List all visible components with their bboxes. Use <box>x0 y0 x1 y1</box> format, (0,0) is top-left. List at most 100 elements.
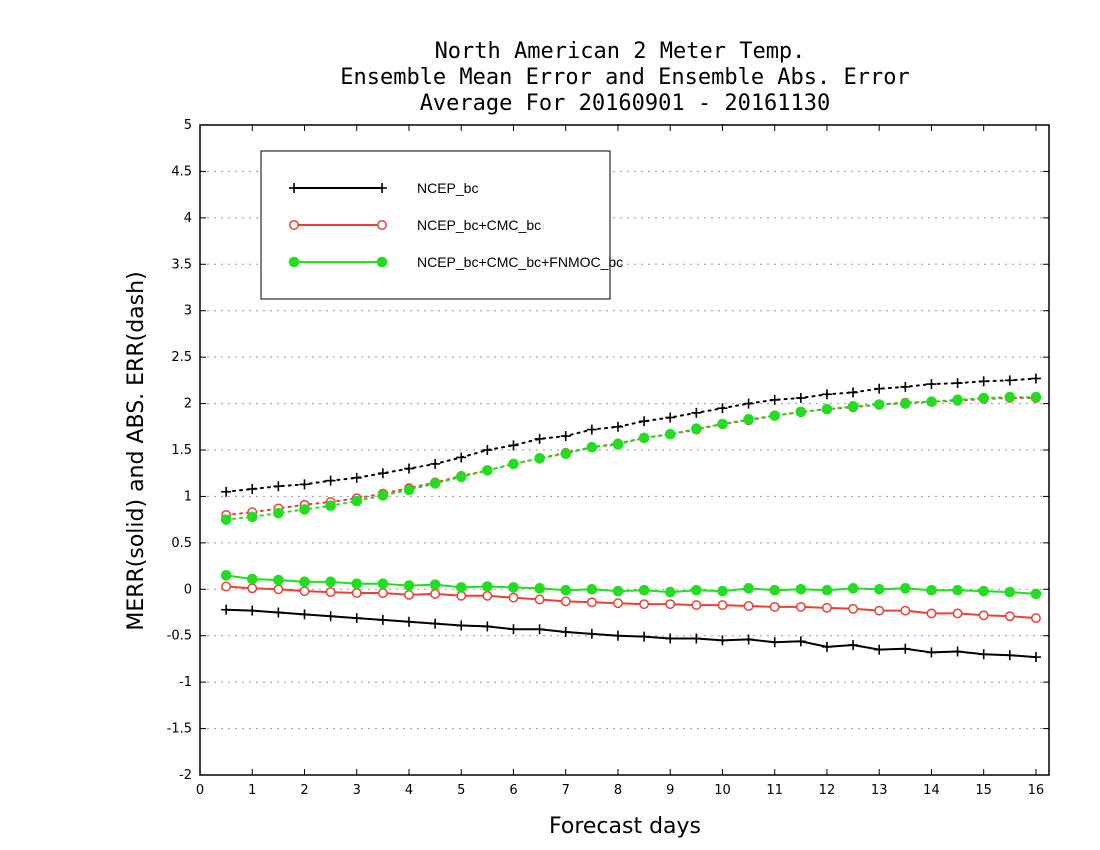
series-0-abs-point-15 <box>612 421 623 432</box>
series-2-abs-point-18 <box>691 423 702 434</box>
series-1-merr-point-26 <box>900 605 911 616</box>
series-2-abs-point-29 <box>978 392 989 404</box>
series-2-abs-point-17 <box>664 428 676 440</box>
x-tick-label-7: 7 <box>562 783 570 798</box>
series-1-merr-point-24 <box>848 603 859 614</box>
series-2-merr-point-0 <box>220 570 232 581</box>
series-1-merr-point-16 <box>639 599 650 610</box>
chart-title: North American 2 Meter Temp. Ensemble Me… <box>340 39 910 116</box>
legend-label-2: NCEP_bc+CMC_bc+FNMOC_bc <box>417 254 623 270</box>
series-2-abs-line <box>225 396 1037 521</box>
series-2-abs-point-7 <box>403 484 415 496</box>
series-2-abs-point-24 <box>847 401 859 412</box>
series-1-merr-point-5 <box>351 588 362 598</box>
series-0-abs-point-8 <box>430 458 441 469</box>
series-1-merr-point-7 <box>404 589 414 600</box>
series-0-abs-point-21 <box>769 394 780 405</box>
series-1-merr-point-6 <box>377 588 388 598</box>
series-2-abs-point-12 <box>534 453 545 464</box>
series-1-merr-point-15 <box>613 598 623 609</box>
series-2-merr-point-5 <box>351 578 363 590</box>
y-tick-label-11: 3.5 <box>171 257 192 272</box>
y-tick-label-7: 1.5 <box>171 443 192 458</box>
series-0-merr-point-21 <box>769 637 780 648</box>
series-0-abs-point-19 <box>717 403 728 414</box>
series-0-merr-point-18 <box>691 633 702 644</box>
series-2-merr-point-8 <box>429 579 441 590</box>
series-1-merr-point-30 <box>1004 611 1015 622</box>
series-1-merr-point-8 <box>430 588 441 599</box>
y-tick-label-12: 4 <box>184 211 192 226</box>
series-0-merr-point-24 <box>848 640 859 650</box>
series-1-merr-point-21 <box>769 601 780 612</box>
series-2-abs-point-4 <box>325 500 336 512</box>
series-1-merr-point-27 <box>926 608 937 619</box>
title-line-1: North American 2 Meter Temp. <box>435 39 806 64</box>
x-tick-label-15: 15 <box>975 783 992 798</box>
series-2-merr-point-2 <box>273 574 284 586</box>
y-tick-label-1: -1.5 <box>167 722 192 737</box>
series-1-merr-point-9 <box>456 590 467 601</box>
y-tick-label-5: 0.5 <box>171 536 192 551</box>
series-0-abs-point-3 <box>299 479 310 490</box>
series-0 <box>221 373 1041 663</box>
series-2-abs-point-21 <box>769 410 781 421</box>
series-2-merr-point-26 <box>900 583 911 594</box>
series-0-merr-point-26 <box>900 643 911 654</box>
series-2-merr-point-16 <box>638 584 650 596</box>
legend-label-1: NCEP_bc+CMC_bc <box>417 217 541 233</box>
x-tick-label-6: 6 <box>509 783 517 798</box>
series-1-merr-point-11 <box>508 592 519 603</box>
series-2-abs-point-5 <box>351 495 363 507</box>
series-2-abs-point-22 <box>795 406 807 418</box>
series-0-merr-point-13 <box>560 627 571 637</box>
series-0-abs-point-25 <box>874 383 885 394</box>
series-2-merr-point-25 <box>873 583 885 595</box>
series-0-merr-point-20 <box>743 634 754 645</box>
series-2 <box>220 391 1042 600</box>
series-2-abs-point-20 <box>743 414 754 425</box>
series-2-merr-point-3 <box>299 576 310 588</box>
series-0-abs-point-6 <box>377 468 388 479</box>
legend-marker-right-0 <box>377 183 387 193</box>
series-2-abs-point-15 <box>612 439 624 450</box>
legend-marker-left-0 <box>289 183 299 193</box>
series-1-merr-point-13 <box>560 596 571 607</box>
y-tick-label-8: 2 <box>184 397 192 412</box>
y-tick-label-14: 5 <box>184 118 192 133</box>
x-tick-label-16: 16 <box>1028 783 1045 798</box>
series-2-merr-point-6 <box>377 578 389 590</box>
series-2-merr-point-18 <box>691 584 702 596</box>
series-1-merr-point-0 <box>221 581 232 592</box>
series-0-abs-point-13 <box>560 431 571 442</box>
legend-item-0: NCEP_bc <box>289 180 478 196</box>
series-0-abs-point-28 <box>952 378 963 389</box>
series-0-abs-point-29 <box>978 376 989 387</box>
series-2-merr-point-12 <box>534 583 545 594</box>
x-tick-label-0: 0 <box>196 783 204 798</box>
series-1-merr-point-22 <box>795 601 806 612</box>
series-1-merr-point-19 <box>717 600 728 611</box>
series-0-merr-point-28 <box>952 646 963 657</box>
series-2-merr-point-9 <box>455 582 467 593</box>
x-tick-label-9: 9 <box>666 783 674 798</box>
series-0-merr-point-8 <box>430 618 441 629</box>
series-2-merr-point-17 <box>664 586 676 598</box>
series-0-abs-point-18 <box>691 407 702 418</box>
series-0-abs-point-30 <box>1004 375 1015 386</box>
legend-marker-left-2 <box>288 256 300 268</box>
series-0-merr-point-17 <box>665 633 676 644</box>
series-0-merr-point-31 <box>1030 652 1041 663</box>
series-0-abs-point-20 <box>743 398 754 409</box>
series-1-merr-point-29 <box>978 610 989 621</box>
series-2-abs-point-26 <box>900 398 911 409</box>
series-0-abs-point-26 <box>900 381 911 392</box>
series-0-abs-point-12 <box>534 433 545 444</box>
y-tick-label-6: 1 <box>184 489 192 504</box>
series-0-merr-point-14 <box>586 628 597 639</box>
series-0-abs-point-23 <box>821 389 832 400</box>
series-1-merr-point-12 <box>534 594 545 605</box>
series-0-merr-point-11 <box>508 624 519 635</box>
series-group <box>220 373 1042 663</box>
y-axis-ticks: -2 -1.5 -1 -0.5 0 0.5 1 1.5 2 2.5 3 3.5 4 4.5 5 <box>167 118 1049 783</box>
